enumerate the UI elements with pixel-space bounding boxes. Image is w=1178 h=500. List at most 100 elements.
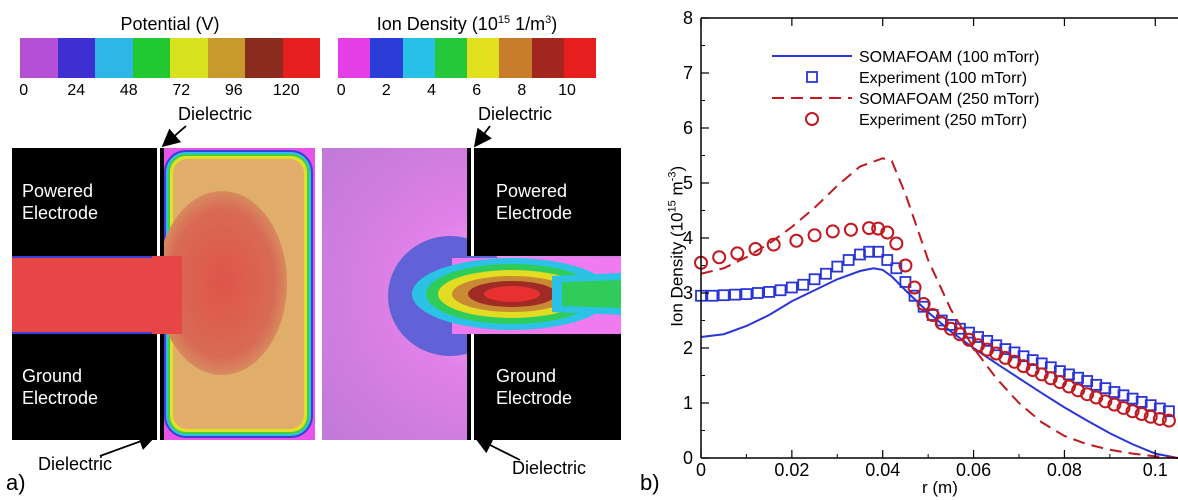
dielectric-label-bottom-left: Dielectric [38, 454, 113, 474]
data-point-square [1081, 375, 1094, 387]
dielectric-label-top-right: Dielectric [478, 104, 553, 124]
y-tick-label: 4 [683, 228, 693, 248]
data-point-circle [1116, 400, 1131, 415]
y-tick-label: 0 [683, 448, 693, 468]
colorbar-swatch [563, 38, 596, 78]
colorbar-swatch [20, 38, 58, 78]
colorbar-tick-label: 6 [472, 82, 482, 99]
ion-density-field-map: Powered Electrode Ground Electrode [322, 148, 621, 440]
data-point-square [908, 289, 921, 302]
data-point-circle [843, 222, 858, 237]
chart-y-axis-label: Ion Density (1015 m-3) [666, 165, 687, 327]
density-colorbar [338, 38, 596, 78]
legend-label: Experiment (250 mTorr) [859, 112, 1027, 129]
y-tick-label: 3 [683, 283, 693, 303]
data-point-circle [925, 308, 940, 322]
data-point-circle [1016, 359, 1031, 374]
y-tick-label: 8 [683, 8, 693, 28]
colorbar-swatch [170, 38, 208, 78]
data-point-circle [766, 237, 781, 252]
arrow-bottom-right [474, 437, 521, 461]
chart-x-axis-label: r (m) [922, 478, 958, 497]
data-point-square [820, 267, 832, 280]
data-point-circle [1152, 411, 1167, 426]
data-point-square [1072, 371, 1084, 384]
legend-label: Experiment (100 mTorr) [859, 70, 1027, 87]
data-point-square [863, 245, 875, 258]
data-point-circle [862, 221, 877, 236]
dielectric-edge-top-right [467, 148, 471, 256]
colorbar-swatch [132, 38, 170, 78]
dielectric-edge-bottom-left [160, 334, 164, 440]
data-point-circle [1098, 394, 1113, 409]
data-point-circle [730, 246, 745, 261]
dielectric-label-top-left: Dielectric [178, 104, 253, 124]
y-tick-label: 2 [683, 338, 693, 358]
data-point-circle [789, 233, 804, 248]
data-point-square [1090, 378, 1103, 391]
arrow-bottom-left [99, 433, 157, 457]
x-tick-label: 0 [696, 460, 706, 480]
series-line [700, 157, 1178, 459]
data-point-circle [748, 242, 763, 256]
data-point-circle [712, 250, 727, 265]
colorbar-swatch [370, 38, 403, 78]
data-point-square [806, 71, 818, 83]
data-point-circle [1107, 397, 1122, 412]
ion-density-chart: 0 1 2 3 4 5 6 7 8 0 0.02 0.04 0.06 0.08 0.1 SOMAFOAM (… [683, 8, 1178, 480]
powered-electrode-left: Powered Electrode [12, 148, 157, 256]
x-tick-label: 0.1 [1143, 460, 1168, 480]
data-point-circle [907, 280, 922, 295]
colorbar-tick-label: 4 [427, 82, 436, 99]
data-point-circle [880, 225, 895, 240]
dielectric-edge-bottom-right [467, 334, 471, 440]
data-point-square [890, 262, 903, 275]
colorbar-swatch [207, 38, 245, 78]
dielectric-label-bottom-right: Dielectric [512, 458, 587, 478]
legend-label: SOMAFOAM (250 mTorr) [859, 91, 1039, 108]
data-point-circle [807, 228, 822, 243]
colorbar-tick-label: 0 [19, 82, 29, 99]
density-colorbar-title: Ion Density (1015 1/m3) [376, 14, 558, 34]
data-point-circle [1161, 413, 1176, 428]
colorbar-swatch [434, 38, 467, 78]
dielectric-strip-top-right [471, 148, 474, 256]
data-point-square [808, 273, 821, 286]
data-point-square [774, 284, 787, 297]
data-point-circle [1034, 367, 1049, 382]
x-tick-label: 0.06 [956, 460, 991, 480]
data-point-circle [898, 258, 913, 273]
data-point-circle [1071, 383, 1086, 398]
data-point-square [1099, 382, 1112, 395]
colorbar-tick-label: 96 [224, 82, 243, 99]
potential-colorbar-title: Potential (V) [120, 14, 220, 34]
colorbar-swatch [95, 38, 133, 78]
data-point-square [1163, 405, 1175, 418]
y-tick-label: 5 [683, 173, 693, 193]
potential-field-map: Powered Electrode Ground Electrode [12, 148, 315, 440]
data-point-circle [998, 350, 1013, 365]
data-point-circle [871, 221, 886, 236]
data-point-square [854, 248, 866, 261]
dielectric-strip-bottom-right [471, 334, 474, 440]
y-tick-label: 6 [683, 118, 693, 138]
data-point-square [1026, 354, 1039, 367]
dielectric-edge-top-left [160, 148, 164, 256]
data-point-square [842, 254, 855, 266]
data-point-circle [805, 112, 819, 126]
data-point-square [751, 287, 764, 299]
data-point-circle [1043, 371, 1058, 386]
data-point-square [972, 331, 985, 343]
data-point-square [729, 288, 741, 301]
data-point-circle [916, 297, 931, 311]
colorbar-tick-label: 10 [558, 82, 576, 99]
data-point-circle [1143, 409, 1158, 424]
data-point-circle [1061, 379, 1076, 394]
colorbar-tick-label: 8 [517, 82, 527, 99]
colorbar-tick-label: 0 [336, 82, 346, 99]
colorbar-swatch [245, 38, 283, 78]
data-point-circle [1080, 387, 1095, 402]
colorbar-tick-label: 72 [172, 82, 191, 99]
data-point-square [1135, 395, 1148, 408]
data-point-square [1126, 392, 1139, 405]
